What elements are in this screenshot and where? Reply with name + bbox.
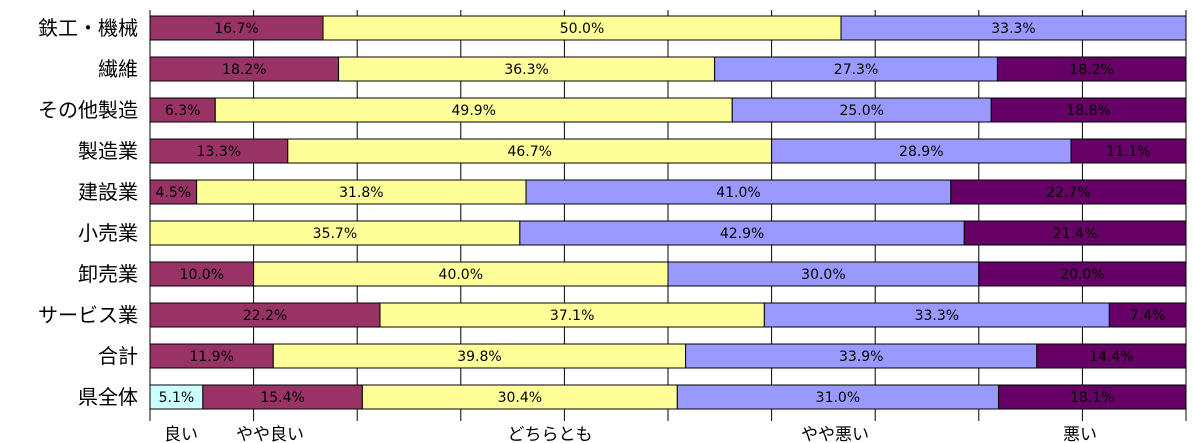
data-label-3-6: 30.0% (801, 267, 845, 283)
data-label-4-5: 21.4% (1053, 226, 1097, 242)
category-label-7: サービス業 (38, 303, 138, 327)
data-label-3-3: 28.9% (899, 144, 943, 160)
category-label-0: 鉄工・機械 (38, 16, 138, 40)
bar-2-1 (338, 56, 716, 82)
bar-2-4 (196, 179, 527, 205)
data-label-1-7: 22.2% (243, 308, 287, 324)
category-label-6: 卸売業 (78, 262, 138, 286)
data-label-4-7: 7.4% (1130, 308, 1166, 324)
data-label-2-0: 50.0% (560, 21, 604, 37)
data-label-2-5: 35.7% (313, 226, 357, 242)
bar-2-2 (214, 97, 733, 123)
bar-1-6 (149, 261, 255, 287)
bar-3-5 (519, 220, 965, 246)
bar-4-9 (997, 384, 1187, 410)
bar-0-9 (149, 384, 204, 410)
bar-1-7 (149, 302, 381, 328)
data-label-4-3: 11.1% (1106, 144, 1150, 160)
bar-4-8 (1036, 343, 1187, 369)
data-label-1-3: 13.3% (197, 144, 241, 160)
data-label-4-9: 18.1% (1070, 390, 1114, 406)
bar-2-0 (322, 15, 842, 41)
category-label-5: 小売業 (78, 221, 138, 245)
bar-4-5 (963, 220, 1187, 246)
category-label-9: 県全体 (78, 385, 138, 409)
bar-4-1 (996, 56, 1187, 82)
bar-3-4 (525, 179, 952, 205)
data-label-1-9: 15.4% (260, 390, 304, 406)
data-label-4-8: 14.4% (1089, 349, 1133, 365)
bar-2-8 (272, 343, 687, 369)
category-label-4: 建設業 (78, 180, 138, 204)
data-label-2-4: 31.8% (339, 185, 383, 201)
data-label-2-6: 40.0% (439, 267, 483, 283)
data-label-2-3: 46.7% (507, 144, 551, 160)
category-label-2: その他製造 (38, 98, 138, 122)
data-label-2-1: 36.3% (504, 62, 548, 78)
data-label-2-7: 37.1% (550, 308, 594, 324)
data-label-1-6: 10.0% (180, 267, 224, 283)
data-label-4-2: 18.8% (1066, 103, 1110, 119)
data-label-1-1: 18.2% (222, 62, 266, 78)
data-label-4-6: 20.0% (1060, 267, 1104, 283)
data-label-1-2: 6.3% (165, 103, 201, 119)
bar-3-7 (763, 302, 1110, 328)
data-label-4-4: 22.7% (1046, 185, 1090, 201)
data-label-2-9: 30.4% (498, 390, 542, 406)
bar-2-5 (149, 220, 521, 246)
data-label-3-7: 33.3% (915, 308, 959, 324)
legend-label-0: 良い (164, 425, 198, 443)
bar-3-9 (676, 384, 999, 410)
data-label-1-4: 4.5% (156, 185, 192, 201)
bar-2-3 (287, 138, 773, 164)
bar-3-2 (731, 97, 992, 123)
bar-3-8 (685, 343, 1038, 369)
data-label-3-2: 25.0% (839, 103, 883, 119)
bar-1-8 (149, 343, 274, 369)
legend: 良い やや良い どちらとも やや悪い 悪い (164, 425, 1097, 443)
data-label-3-1: 27.3% (834, 62, 878, 78)
bar-4-6 (978, 261, 1187, 287)
bar-4-2 (990, 97, 1187, 123)
bar-4-7 (1108, 302, 1187, 328)
bar-2-7 (379, 302, 765, 328)
data-label-2-8: 39.8% (457, 349, 501, 365)
bar-4-4 (950, 179, 1187, 205)
data-label-4-1: 18.2% (1069, 62, 1113, 78)
data-label-1-8: 11.9% (189, 349, 233, 365)
bar-1-3 (149, 138, 289, 164)
legend-label-1: やや良い (236, 425, 304, 443)
data-label-3-5: 42.9% (720, 226, 764, 242)
data-label-1-0: 16.7% (214, 21, 258, 37)
bar-1-0 (149, 15, 324, 41)
legend-label-2: どちらとも (508, 425, 593, 443)
legend-label-4: 悪い (1063, 425, 1097, 443)
legend-label-3: やや悪い (801, 425, 869, 443)
data-label-2-2: 49.9% (452, 103, 496, 119)
data-label-3-9: 31.0% (816, 390, 860, 406)
data-label-3-0: 33.3% (991, 21, 1035, 37)
category-label-1: 繊維 (98, 57, 138, 81)
category-label-8: 合計 (98, 344, 138, 368)
data-label-3-4: 41.0% (716, 185, 760, 201)
bar-3-3 (771, 138, 1072, 164)
bar-3-1 (714, 56, 998, 82)
category-label-3: 製造業 (78, 139, 138, 163)
bars: 16.7% 50.0% 33.3% 18.2% 36.3% 27.3% 18.2% 6.3% 4… (149, 15, 1187, 410)
data-label-0-9: 5.1% (159, 390, 195, 406)
bar-4-3 (1070, 138, 1187, 164)
bar-3-0 (840, 15, 1187, 41)
bar-1-2 (149, 97, 216, 123)
bar-2-9 (361, 384, 678, 410)
data-label-3-8: 33.9% (839, 349, 883, 365)
